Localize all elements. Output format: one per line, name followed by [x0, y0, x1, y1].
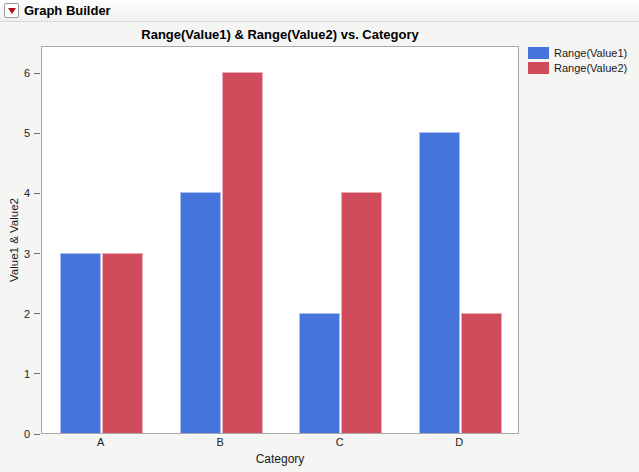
y-tick-mark: [34, 253, 40, 254]
y-tick-mark: [34, 73, 40, 74]
window-title: Graph Builder: [24, 3, 111, 18]
bar-a-series2[interactable]: [102, 253, 143, 433]
x-tick-label-c: C: [336, 436, 344, 448]
y-tick-label: 0: [24, 428, 30, 440]
y-tick-label: 6: [24, 67, 30, 79]
y-tick-label: 2: [24, 308, 30, 320]
graph-builder-window: Graph Builder Range(Value1) & Range(Valu…: [0, 0, 639, 472]
legend-item-series2[interactable]: Range(Value2): [528, 62, 627, 74]
y-tick-mark: [34, 313, 40, 314]
y-tick-label: 3: [24, 248, 30, 260]
bar-b-series2[interactable]: [222, 72, 263, 433]
y-tick-label: 5: [24, 127, 30, 139]
legend: Range(Value1) Range(Value2): [528, 47, 627, 74]
outline-header: Graph Builder: [0, 0, 639, 22]
red-triangle-icon: [8, 8, 16, 14]
x-axis-title: Category: [41, 452, 519, 466]
y-tick-mark: [34, 373, 40, 374]
y-tick-label: 4: [24, 187, 30, 199]
legend-label: Range(Value2): [554, 62, 627, 74]
bar-c-series1[interactable]: [299, 313, 340, 433]
y-tick-label: 1: [24, 368, 30, 380]
y-axis[interactable]: 0123456: [0, 46, 40, 434]
chart-title: Range(Value1) & Range(Value2) vs. Catego…: [41, 27, 519, 42]
x-axis[interactable]: A B C D: [41, 436, 519, 452]
legend-label: Range(Value1): [554, 47, 627, 59]
bar-d-series2[interactable]: [461, 313, 502, 433]
y-tick-mark: [34, 133, 40, 134]
y-tick-mark: [34, 193, 40, 194]
plot-area[interactable]: [41, 46, 519, 434]
legend-swatch-icon: [528, 47, 549, 59]
y-tick-mark: [34, 434, 40, 435]
bar-a-series1[interactable]: [60, 253, 101, 433]
bar-b-series1[interactable]: [180, 192, 221, 433]
x-tick-label-a: A: [97, 436, 104, 448]
legend-swatch-icon: [528, 62, 549, 74]
x-tick-label-b: B: [217, 436, 224, 448]
bar-c-series2[interactable]: [341, 192, 382, 433]
y-axis-title: Value1 & Value2: [8, 198, 20, 282]
disclosure-button[interactable]: [4, 3, 19, 18]
x-tick-label-d: D: [455, 436, 463, 448]
bar-d-series1[interactable]: [419, 132, 460, 433]
legend-item-series1[interactable]: Range(Value1): [528, 47, 627, 59]
